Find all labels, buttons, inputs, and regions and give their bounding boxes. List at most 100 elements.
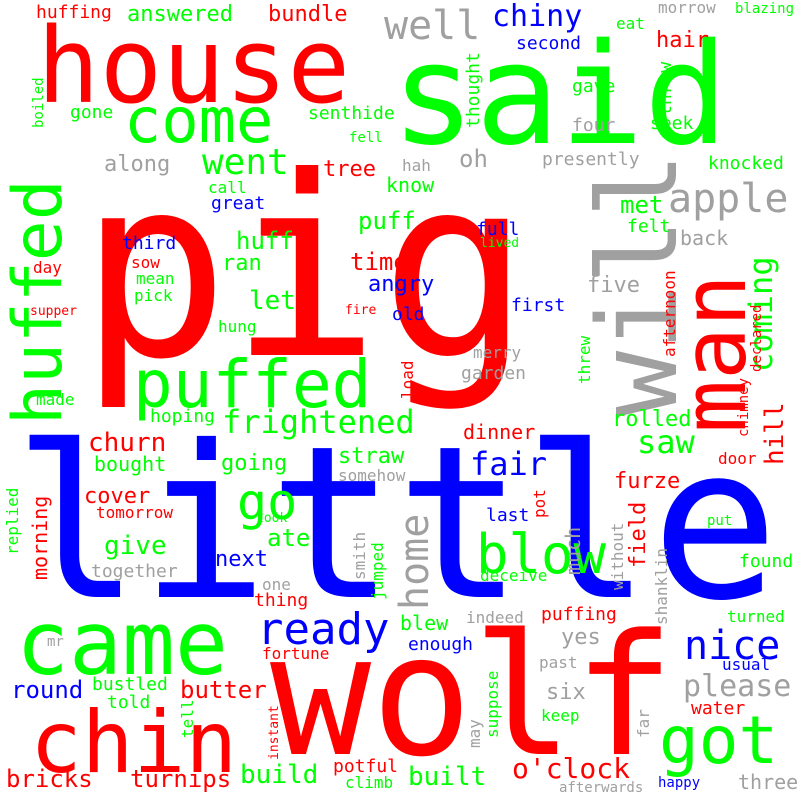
word-straw: straw <box>338 444 405 469</box>
word-cover: cover <box>84 484 151 509</box>
word-pot: pot <box>530 489 549 518</box>
word-dinner: dinner <box>463 420 536 444</box>
word-go: go <box>237 473 298 531</box>
word-oclock: o'clock <box>512 752 631 785</box>
word-apple: apple <box>668 176 789 222</box>
word-blew: blew <box>400 611 449 635</box>
word-met: met <box>620 191 664 219</box>
word-suppose: suppose <box>483 670 502 738</box>
word-said: said <box>391 14 729 177</box>
word-far: far <box>634 709 653 738</box>
word-frightened: frightened <box>222 403 415 441</box>
word-saw: saw <box>637 423 695 461</box>
word-chiny: chiny <box>492 0 583 34</box>
word-went: went <box>202 142 289 183</box>
word-knocked: knocked <box>708 153 784 174</box>
word-chimney: chimney <box>736 377 752 437</box>
word-senthide: senthide <box>308 103 395 124</box>
word-six: six <box>546 680 586 705</box>
word-together: together <box>91 561 178 582</box>
word-climb: climb <box>345 773 394 792</box>
word-thought: thought <box>463 52 484 128</box>
word-smith: smith <box>350 531 369 580</box>
word-told: told <box>107 692 151 713</box>
word-afterwards: afterwards <box>559 780 644 796</box>
word-first: first <box>511 295 566 316</box>
word-round: round <box>11 676 84 704</box>
word-merry: merry <box>473 343 522 362</box>
word-past: past <box>539 653 578 672</box>
word-bundle: bundle <box>268 2 348 27</box>
word-made: made <box>36 390 75 409</box>
word-huffing: huffing <box>36 2 112 23</box>
word-happy: happy <box>658 775 701 791</box>
word-eat: eat <box>616 14 645 33</box>
word-boiled: boiled <box>31 77 47 128</box>
word-great: great <box>211 193 266 214</box>
word-along: along <box>104 152 171 177</box>
word-pig: pig <box>79 123 531 414</box>
word-home: home <box>392 513 438 610</box>
word-old: old <box>392 304 425 325</box>
word-puffing: puffing <box>541 604 617 625</box>
word-instant: instant <box>267 705 282 760</box>
word-build: build <box>240 760 319 790</box>
word-took: took <box>256 511 288 526</box>
word-butter: butter <box>180 676 267 704</box>
word-back: back <box>680 226 729 250</box>
word-usual: usual <box>722 655 771 674</box>
word-turned: turned <box>727 607 785 626</box>
word-let: let <box>249 286 296 316</box>
word-gave: gave <box>572 76 616 97</box>
word-potful: potful <box>333 756 399 777</box>
word-wolf: wolf <box>270 598 675 794</box>
word-three: three <box>738 770 799 794</box>
word-hair: hair <box>656 28 709 53</box>
word-morning: morning <box>28 495 52 580</box>
word-mean: mean <box>136 269 175 288</box>
word-yes: yes <box>561 625 601 650</box>
word-garden: garden <box>461 363 527 384</box>
word-next: next <box>215 547 268 572</box>
word-tomorrow: tomorrow <box>96 503 174 522</box>
word-puff: puff <box>358 207 416 235</box>
word-fair: fair <box>470 445 548 483</box>
word-third: third <box>122 233 177 254</box>
word-oh: oh <box>459 145 488 173</box>
word-keep: keep <box>541 706 580 725</box>
word-one: one <box>262 575 291 594</box>
word-rolled: rolled <box>612 407 692 432</box>
word-hill: hill <box>760 402 790 465</box>
word-fire: fire <box>345 303 377 318</box>
word-answered: answered <box>127 2 233 27</box>
word-deceive: deceive <box>480 566 548 585</box>
word-tree: tree <box>323 157 376 182</box>
word-furze: furze <box>614 469 681 494</box>
word-indeed: indeed <box>466 608 524 627</box>
word-going: going <box>221 451 288 476</box>
word-come: come <box>124 84 274 157</box>
word-ran: ran <box>222 251 262 276</box>
word-blazing: blazing <box>735 1 795 17</box>
word-fortune: fortune <box>262 644 330 663</box>
word-throw: throw <box>655 61 676 116</box>
word-without: without <box>608 522 627 590</box>
word-may: may <box>465 719 484 748</box>
word-field: field <box>626 501 651 568</box>
word-four: four <box>572 115 616 136</box>
word-time: time <box>350 248 408 276</box>
word-felt: felt <box>627 216 671 237</box>
word-bustled: bustled <box>92 674 168 695</box>
word-pick: pick <box>134 286 173 305</box>
word-lived: lived <box>480 236 520 251</box>
word-load: load <box>398 360 417 399</box>
word-please: please <box>683 669 792 704</box>
word-bricks: bricks <box>6 765 93 793</box>
word-puffed: puffed <box>133 346 372 423</box>
word-house: house <box>37 5 351 127</box>
word-door: door <box>718 449 757 468</box>
word-replied: replied <box>3 487 22 555</box>
word-huff: huff <box>236 227 294 255</box>
word-little: little <box>13 400 779 647</box>
word-morrow: morrow <box>658 0 716 17</box>
